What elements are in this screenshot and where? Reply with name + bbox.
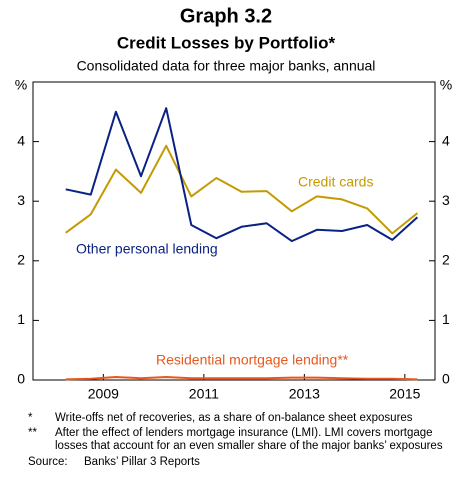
graph-number: Graph 3.2 [180, 5, 272, 27]
y2-tick-label: 1 [442, 311, 450, 327]
y-tick-label: 2 [17, 252, 25, 268]
source: Source: Banks’ Pillar 3 Reports [28, 456, 448, 469]
y2-tick-label: 2 [442, 252, 450, 268]
series-line [65, 107, 419, 243]
plot-frame [32, 81, 436, 381]
source-text: Banks’ Pillar 3 Reports [84, 456, 200, 468]
series-label: Other personal lending [76, 241, 218, 257]
footnote-marker: ** [28, 427, 37, 439]
series-line [65, 144, 419, 235]
y2-tick-label: 0 [442, 371, 450, 387]
series-label: Residential mortgage lending** [156, 352, 349, 368]
notes: * Write-offs net of recoveries, as a shar… [28, 412, 448, 469]
series-label: Credit cards [298, 174, 373, 190]
footnote: * Write-offs net of recoveries, as a shar… [28, 412, 448, 425]
y-tick-label: 1 [17, 311, 25, 327]
y-unit: % [15, 77, 27, 93]
y2-unit: % [440, 77, 452, 93]
source-label: Source: [28, 456, 68, 468]
footnote-text: Write-offs net of recoveries, as a share… [55, 412, 413, 424]
y-tick-label: 0 [17, 371, 25, 387]
x-tick-label: 2009 [88, 386, 119, 402]
x-tick-label: 2013 [289, 386, 320, 402]
x-tick-label: 2011 [189, 386, 219, 402]
footnote-marker: * [28, 412, 33, 424]
y-tick-label: 4 [17, 132, 25, 148]
y-tick-label: 3 [17, 192, 25, 208]
chart-subtitle: Consolidated data for three major banks,… [77, 58, 376, 74]
footnote-text: After the effect of lenders mortgage ins… [55, 427, 443, 452]
y2-tick-label: 3 [442, 192, 450, 208]
footnote: ** After the effect of lenders mortgage i… [28, 427, 448, 453]
chart: Graph 3.2 Credit Losses by Portfolio* Co… [15, 5, 452, 402]
x-tick-label: 2015 [389, 386, 420, 402]
series-line [65, 376, 418, 381]
chart-title: Credit Losses by Portfolio* [117, 33, 336, 52]
y2-tick-label: 4 [442, 132, 450, 148]
